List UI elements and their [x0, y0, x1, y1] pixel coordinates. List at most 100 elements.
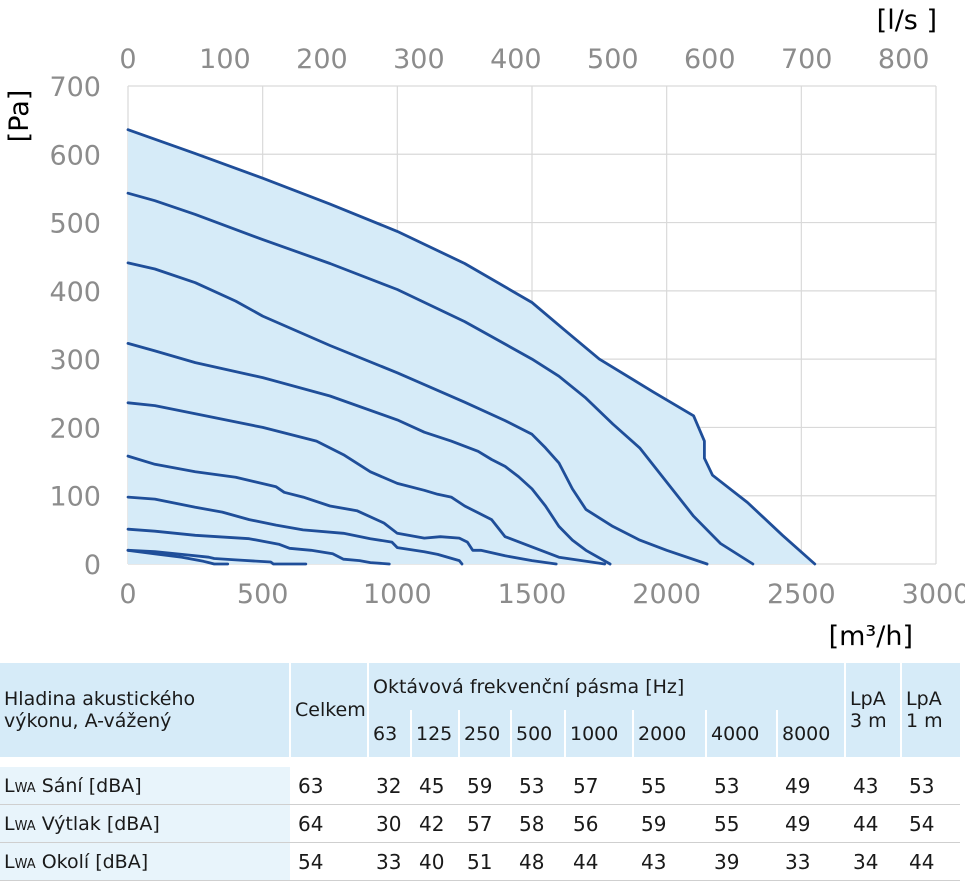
cell-band: 53 — [511, 767, 565, 805]
cell-band: 44 — [565, 842, 633, 881]
band-header: 8000 — [777, 710, 847, 757]
operating-area-fill — [128, 129, 815, 564]
cell-band: 43 — [633, 842, 706, 881]
band-header: 1000 — [565, 710, 634, 757]
operating-area — [128, 129, 815, 564]
cell-celkem: 54 — [290, 842, 368, 881]
cell-band: 40 — [411, 842, 459, 881]
x2-tick-label: 300 — [393, 44, 445, 75]
cell-band: 42 — [411, 804, 459, 843]
fan-curve-7 — [126, 495, 464, 566]
cell-band: 48 — [511, 842, 565, 881]
x-tick-label: 2000 — [632, 579, 701, 610]
cell-lpa3: 44 — [845, 804, 902, 843]
y-axis-ticks: 0 100 200 300 400 500 600 700 — [49, 72, 101, 581]
fan-curve-1 — [126, 128, 817, 566]
fan-curve-5 — [126, 401, 607, 566]
y-tick-label: 500 — [49, 209, 101, 240]
cell-band: 32 — [368, 767, 411, 805]
x2-tick-label: 600 — [684, 44, 736, 75]
x-tick-label: 1500 — [498, 579, 567, 610]
table-row: LWA Okolí [dBA] 54 33 40 51 48 44 43 39 … — [0, 842, 961, 881]
x-axis-ticks: 0 500 1000 1500 2000 2500 3000 — [119, 579, 965, 610]
cell-lpa1: 53 — [901, 767, 961, 805]
cell-band: 56 — [565, 804, 633, 843]
x2-tick-label: 500 — [587, 44, 639, 75]
row-label: LWA Sání [dBA] — [0, 767, 290, 805]
band-header: 250 — [459, 710, 512, 757]
lpa1-line2: 1 m — [906, 710, 943, 732]
cell-lpa3: 43 — [845, 767, 902, 805]
band-header: 125 — [411, 710, 460, 757]
y-tick-label: 0 — [84, 550, 101, 581]
y-tick-label: 600 — [49, 140, 101, 171]
fan-curve-9 — [126, 548, 308, 566]
cell-band: 45 — [411, 767, 459, 805]
x-tick-label: 1000 — [363, 579, 432, 610]
row-label: LWA Okolí [dBA] — [0, 842, 290, 881]
band-header: 63 — [368, 710, 412, 757]
cell-band: 55 — [706, 804, 777, 843]
x-tick-label: 3000 — [902, 579, 965, 610]
fan-curves — [126, 128, 817, 566]
cell-lpa1: 44 — [901, 842, 961, 881]
cell-band: 53 — [706, 767, 777, 805]
x2-axis-unit: [l/s ] — [877, 5, 937, 36]
table-head-label-line2: výkonu, A-vážený — [4, 710, 172, 732]
table-head-label: Hladina akustického výkonu, A-vážený — [0, 663, 291, 757]
lpa3-line2: 3 m — [850, 710, 887, 732]
cell-lpa1: 54 — [901, 804, 961, 843]
table-row: LWA Výtlak [dBA] 64 30 42 57 58 56 59 55… — [0, 804, 961, 843]
y-tick-label: 200 — [49, 413, 101, 444]
cell-celkem: 64 — [290, 804, 368, 843]
x2-tick-label: 0 — [119, 44, 136, 75]
y-tick-label: 700 — [49, 72, 101, 103]
table-row: LWA Sání [dBA] 63 32 45 59 53 57 55 53 4… — [0, 767, 961, 805]
band-header: 4000 — [706, 710, 778, 757]
y-tick-label: 300 — [49, 345, 101, 376]
table-head-label-line1: Hladina akustického — [4, 688, 196, 710]
fan-curve-2 — [126, 191, 755, 566]
table-head-celkem: Celkem — [290, 663, 369, 757]
fan-curve-6 — [126, 454, 558, 566]
x-tick-label: 0 — [119, 579, 136, 610]
lpa3-line1: LpA — [850, 688, 886, 710]
x2-tick-label: 100 — [199, 44, 251, 75]
cell-band: 33 — [368, 842, 411, 881]
cell-band: 30 — [368, 804, 411, 843]
cell-band: 33 — [777, 842, 846, 881]
x2-tick-label: 400 — [490, 44, 542, 75]
fan-curve-4 — [126, 342, 612, 566]
x2-axis-ticks: 0 100 200 300 400 500 600 700 800 — [119, 44, 929, 75]
noise-table: Hladina akustického výkonu, A-vážený Cel… — [0, 663, 961, 881]
fan-curve-3 — [126, 261, 709, 566]
x2-tick-label: 700 — [781, 44, 833, 75]
x-tick-label: 2500 — [767, 579, 836, 610]
row-label: LWA Výtlak [dBA] — [0, 804, 290, 843]
band-header: 2000 — [633, 710, 707, 757]
cell-band: 49 — [777, 767, 846, 805]
fan-curve-10 — [126, 548, 230, 566]
band-header: 500 — [511, 710, 566, 757]
fan-curve-8 — [126, 527, 391, 566]
cell-band: 59 — [633, 804, 706, 843]
cell-band: 57 — [459, 804, 511, 843]
x-tick-label: 500 — [237, 579, 289, 610]
cell-band: 55 — [633, 767, 706, 805]
x-axis-unit: [m³/h] — [829, 621, 913, 652]
x2-tick-label: 800 — [878, 44, 930, 75]
cell-band: 57 — [565, 767, 633, 805]
cell-lpa3: 34 — [845, 842, 902, 881]
y-tick-label: 100 — [49, 482, 101, 513]
cell-band: 58 — [511, 804, 565, 843]
cell-band: 49 — [777, 804, 846, 843]
table-head-lpa1: LpA 1 m — [901, 663, 961, 757]
table-head-octave: Oktávová frekvenční pásma [Hz] — [368, 663, 847, 710]
cell-band: 39 — [706, 842, 777, 881]
x2-tick-label: 200 — [296, 44, 348, 75]
cell-band: 51 — [459, 842, 511, 881]
y-axis-unit: [Pa] — [4, 90, 35, 143]
table-head-lpa3: LpA 3 m — [845, 663, 903, 757]
cell-band: 59 — [459, 767, 511, 805]
